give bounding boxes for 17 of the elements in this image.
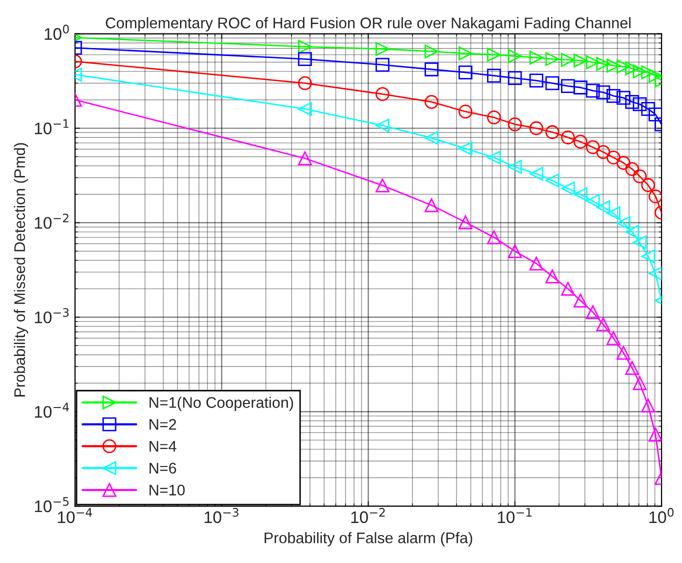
x-axis-title: Probability of False alarm (Pfa) — [264, 532, 472, 546]
legend-label: N=6 — [150, 462, 176, 474]
legend-label: N=2 — [150, 419, 176, 430]
y-axis-title: Probability of Missed Detection (Pmd) — [14, 143, 28, 396]
legend-label: N=1(No Cooperation) — [150, 396, 294, 411]
legend-label: N=10 — [150, 484, 185, 496]
y-tick-label: 10$^{0}$ — [44, 24, 69, 40]
y-tick-label: 10$^{−2}$ — [34, 214, 68, 229]
y-tick-label: 10$^{−4}$ — [34, 402, 69, 418]
x-tick-label: 10$^{0}$ — [649, 508, 674, 524]
legend-label: N=4 — [150, 441, 176, 452]
y-tick-label: 10$^{−1}$ — [34, 119, 68, 134]
chart-title: Complementary ROC of Hard Fusion OR rule over Nakagami Fading Channel — [106, 17, 631, 32]
x-tick-label: 10$^{−1}$ — [498, 508, 532, 524]
x-tick-label: 10$^{−3}$ — [204, 508, 238, 524]
y-tick-label: 10$^{−3}$ — [34, 308, 69, 324]
x-tick-label: 10$^{−2}$ — [351, 508, 385, 524]
